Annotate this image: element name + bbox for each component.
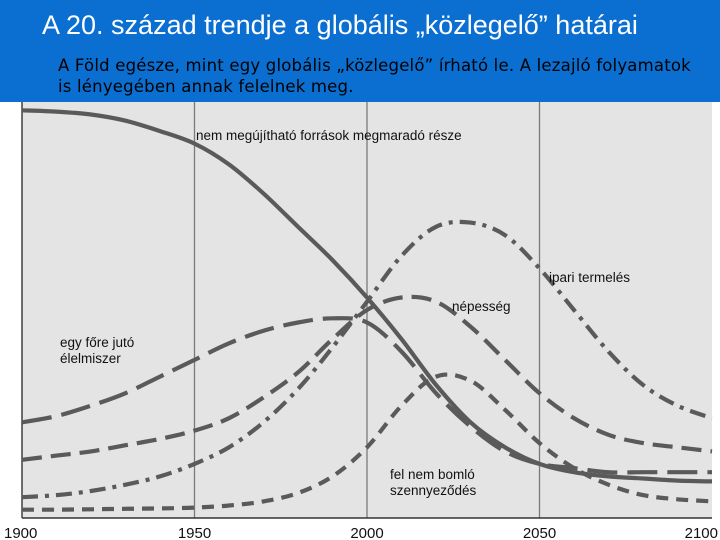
annotation-population: népesség	[452, 299, 511, 314]
annotation-pollution: fel nem bomló szennyeződés	[390, 467, 477, 498]
series-line-egy-fore-juto-elelmiszer	[21, 316, 712, 475]
slide-subtitle: A Föld egésze, mint egy globális „közleg…	[58, 56, 691, 96]
series-lines	[21, 108, 713, 512]
x-tick-label-1900: 1900	[4, 525, 37, 540]
x-tick-label-2050: 2050	[523, 525, 556, 540]
series-line-ipari-termeles	[21, 219, 713, 500]
x-axis-ticks: 1900 1950 2000 2050 2100	[4, 525, 718, 540]
annotation-resources: nem megújítható források megmaradó része	[196, 128, 462, 143]
x-tick-label-1950: 1950	[178, 525, 211, 540]
series-line-fel-nem-bomlo-szennyezodes	[22, 372, 713, 512]
annotations: nem megújítható források megmaradó része…	[60, 128, 630, 498]
series-line-nepesseg	[21, 294, 713, 462]
annotation-food: egy főre jutó élelmiszer	[60, 335, 134, 366]
annotation-industry: ipari termelés	[549, 270, 630, 285]
title-banner: A 20. század trendje a globális „közlege…	[0, 0, 720, 102]
series-line-nem-megujithato-forrasok-megmarado-resze	[21, 108, 713, 484]
slide-title: A 20. század trendje a globális „közlege…	[42, 10, 638, 40]
x-tick-label-2000: 2000	[350, 525, 383, 540]
x-tick-label-2100: 2100	[685, 525, 718, 540]
